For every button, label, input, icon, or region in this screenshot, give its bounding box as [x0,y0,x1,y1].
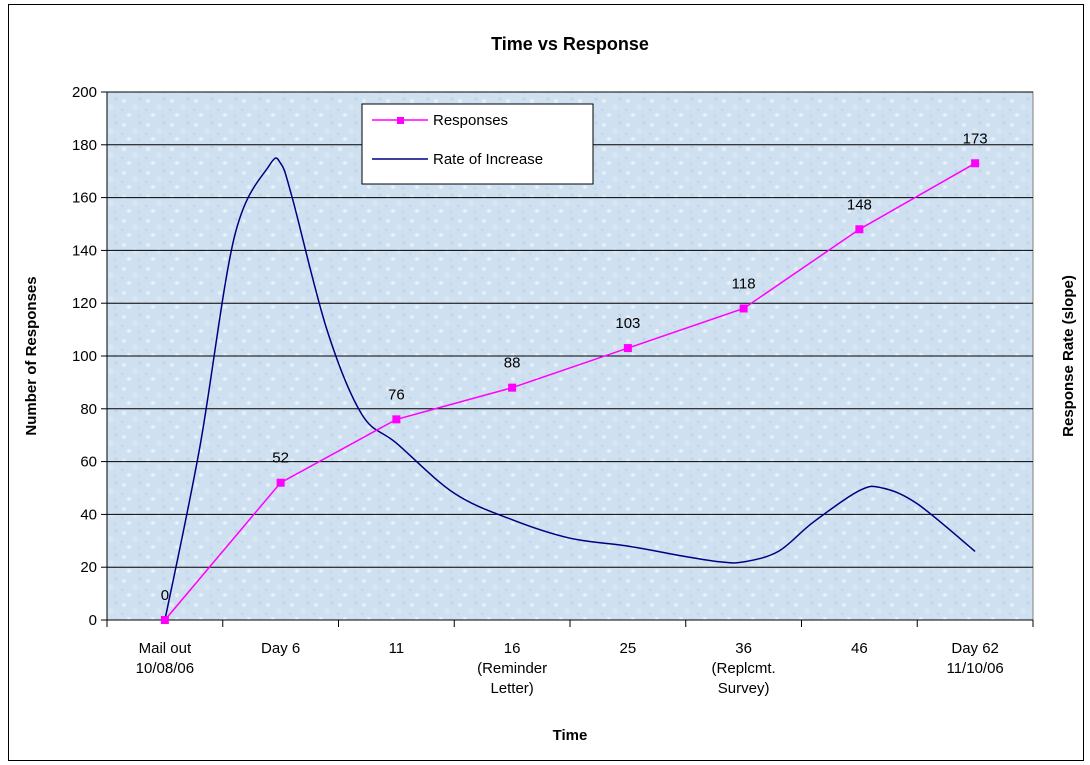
y-tick-label: 80 [80,401,97,418]
x-tick-label-line: (Reminder [477,660,547,677]
x-tick-label: 36 (Replcmt. Survey) [712,640,776,697]
x-tick-label: 25 [620,640,637,657]
x-tick-label-line: 10/08/06 [136,660,194,677]
x-axis-title: Time [553,727,588,744]
x-tick-label-line: 36 [735,640,752,657]
y-tick-label: 0 [89,612,97,629]
data-point-responses [855,225,864,234]
x-tick-label-line: Day 6 [261,640,300,657]
data-label-responses: 118 [732,275,756,292]
data-label-responses: 88 [504,355,521,372]
legend: Responses Rate of Increase [361,103,594,185]
x-tick-label-line: Letter) [490,680,533,697]
x-tick-label: 11 [389,640,405,657]
y-tick-label: 200 [72,84,97,101]
data-point-responses [392,415,401,424]
legend-label-rate-of-increase: Rate of Increase [433,151,543,168]
data-label-responses: 52 [272,450,289,467]
y-tick-label: 100 [72,348,97,365]
x-tick-label: 16 (Reminder Letter) [477,640,547,697]
x-tick-label-line: 25 [620,640,637,657]
series-line-rate-of-increase [164,157,976,621]
legend-label-responses: Responses [433,112,508,129]
data-label-responses: 103 [615,315,640,332]
x-tick-label: Day 62 11/10/06 [946,640,1003,677]
data-label-responses: 0 [161,587,169,604]
x-tick-label-line: 11 [389,640,405,657]
data-label-responses: 76 [388,386,405,403]
chart-title: Time vs Response [491,34,649,54]
y-tick-label: 180 [72,137,97,154]
y-tick-label: 120 [72,295,97,312]
y-tick-label: 160 [72,190,97,207]
x-tick-label-line: Survey) [718,680,770,697]
y-tick-label: 60 [80,454,97,471]
data-point-responses [160,616,169,624]
data-point-responses [623,344,632,353]
legend-marker-responses [397,117,404,124]
x-tick-label-line: 11/10/06 [946,660,1003,677]
x-tick-label-line: (Replcmt. [712,660,776,677]
y-tick-label: 140 [72,242,97,259]
responses-data-labels: 0 52 76 88 103 118 148 173 [161,130,988,604]
x-tick-label: 46 [851,640,868,657]
data-point-responses [971,159,980,168]
x-tick-label-line: Mail out [139,640,192,657]
x-tick-label-line: Day 62 [951,640,999,657]
x-tick-label: Day 6 [261,640,300,657]
x-tick-label-line: 46 [851,640,868,657]
x-tick-label: Mail out 10/08/06 [136,640,194,677]
data-label-responses: 173 [963,130,988,147]
data-point-responses [739,304,748,313]
y-tick-label: 20 [80,559,97,576]
series-line-responses [164,162,976,621]
y-axis-title: Number of Responses [23,276,40,435]
y-tick-label: 40 [80,506,97,523]
x-axis: Mail out 10/08/06 Day 6 11 16 (Reminder Letter… [106,92,1034,697]
data-point-responses [508,383,517,392]
gridlines [107,91,1033,568]
data-label-responses: 148 [847,196,872,213]
responses-markers [160,159,980,624]
y-axis-ticks: 0 20 40 60 80 100 120 140 160 180 200 [72,84,107,629]
x-tick-label-line: 16 [504,640,521,657]
data-point-responses [276,478,285,487]
y-axis-right-title: Response Rate (slope) [1060,275,1077,437]
